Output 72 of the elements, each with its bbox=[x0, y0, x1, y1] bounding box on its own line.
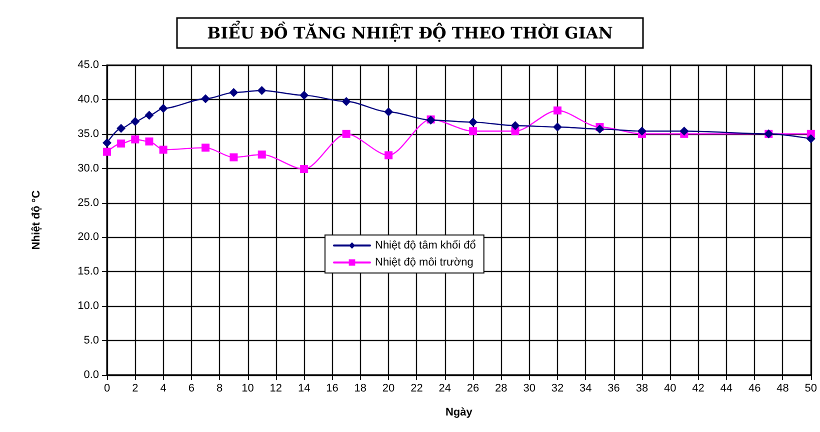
point bbox=[468, 118, 478, 127]
point bbox=[145, 137, 154, 146]
point bbox=[469, 127, 478, 136]
point bbox=[144, 110, 154, 120]
point bbox=[201, 94, 210, 104]
point bbox=[806, 134, 816, 144]
x-tick-label: 16 bbox=[326, 382, 338, 394]
y-tick-label: 20.0 bbox=[78, 231, 99, 244]
x-tick-label: 14 bbox=[298, 382, 310, 394]
point bbox=[384, 107, 394, 116]
legend-label: Nhiệt độ tâm khối đổ bbox=[375, 240, 476, 252]
x-tick-label: 36 bbox=[608, 382, 620, 394]
x-axis-title: Ngày bbox=[445, 406, 474, 418]
point bbox=[131, 135, 140, 144]
point bbox=[130, 116, 140, 126]
point bbox=[342, 97, 351, 106]
x-tick-label: 30 bbox=[523, 382, 536, 394]
chart-title: BIỂU ĐỒ TĂNG NHIỆT ĐỘ THEO THỜI GIAN bbox=[207, 20, 613, 42]
point bbox=[384, 151, 393, 160]
x-tick-label: 34 bbox=[580, 382, 592, 394]
x-tick-label: 28 bbox=[495, 382, 508, 394]
y-tick-label: 5.0 bbox=[84, 334, 99, 347]
point bbox=[300, 90, 309, 100]
y-tick-label: 30.0 bbox=[78, 162, 99, 174]
x-tick-label: 32 bbox=[551, 382, 564, 394]
x-tick-label: 40 bbox=[664, 382, 676, 394]
x-tick-label: 0 bbox=[104, 382, 110, 394]
x-tick-label: 22 bbox=[410, 382, 423, 394]
point bbox=[680, 126, 689, 136]
legend-label: Nhiệt độ môi trường bbox=[375, 256, 474, 268]
x-tick-label: 20 bbox=[382, 382, 395, 394]
point bbox=[158, 104, 168, 113]
point bbox=[202, 144, 210, 152]
point bbox=[229, 88, 238, 98]
x-tick-label: 10 bbox=[242, 382, 254, 394]
y-tick-label: 10.0 bbox=[78, 300, 99, 312]
point bbox=[300, 165, 308, 174]
x-tick-label: 48 bbox=[776, 382, 789, 394]
point bbox=[103, 148, 111, 156]
x-tick-label: 8 bbox=[216, 382, 223, 394]
point bbox=[159, 146, 168, 154]
x-tick-label: 24 bbox=[438, 382, 451, 394]
x-tick-label: 42 bbox=[692, 382, 704, 394]
point bbox=[595, 124, 604, 134]
y-tick-label: 0.0 bbox=[84, 369, 99, 381]
point bbox=[342, 130, 350, 138]
y-tick-label: 40.0 bbox=[78, 93, 99, 106]
point bbox=[637, 126, 646, 136]
x-tick-label: 44 bbox=[720, 382, 733, 394]
point bbox=[257, 86, 266, 95]
x-tick-label: 12 bbox=[270, 382, 282, 394]
point bbox=[510, 121, 520, 130]
y-tick-label: 15.0 bbox=[78, 266, 99, 278]
x-tick-label: 46 bbox=[748, 382, 761, 394]
point bbox=[258, 150, 266, 159]
y-tick-label: 35.0 bbox=[78, 128, 99, 140]
x-tick-label: 6 bbox=[188, 382, 195, 394]
point bbox=[102, 138, 112, 148]
x-tick-label: 26 bbox=[466, 382, 480, 394]
x-tick-label: 2 bbox=[132, 382, 138, 394]
x-tick-label: 18 bbox=[354, 382, 367, 394]
y-tick-label: 25.0 bbox=[78, 196, 99, 209]
point bbox=[117, 140, 126, 148]
x-tick-label: 50 bbox=[804, 382, 818, 394]
y-tick-label: 45.0 bbox=[78, 59, 99, 71]
point bbox=[230, 153, 238, 162]
point bbox=[552, 122, 562, 132]
x-tick-label: 38 bbox=[636, 382, 648, 394]
point bbox=[553, 106, 562, 114]
y-axis-title: Nhiệt độ °C bbox=[30, 190, 42, 250]
x-tick-label: 4 bbox=[160, 382, 166, 394]
point bbox=[116, 124, 126, 133]
